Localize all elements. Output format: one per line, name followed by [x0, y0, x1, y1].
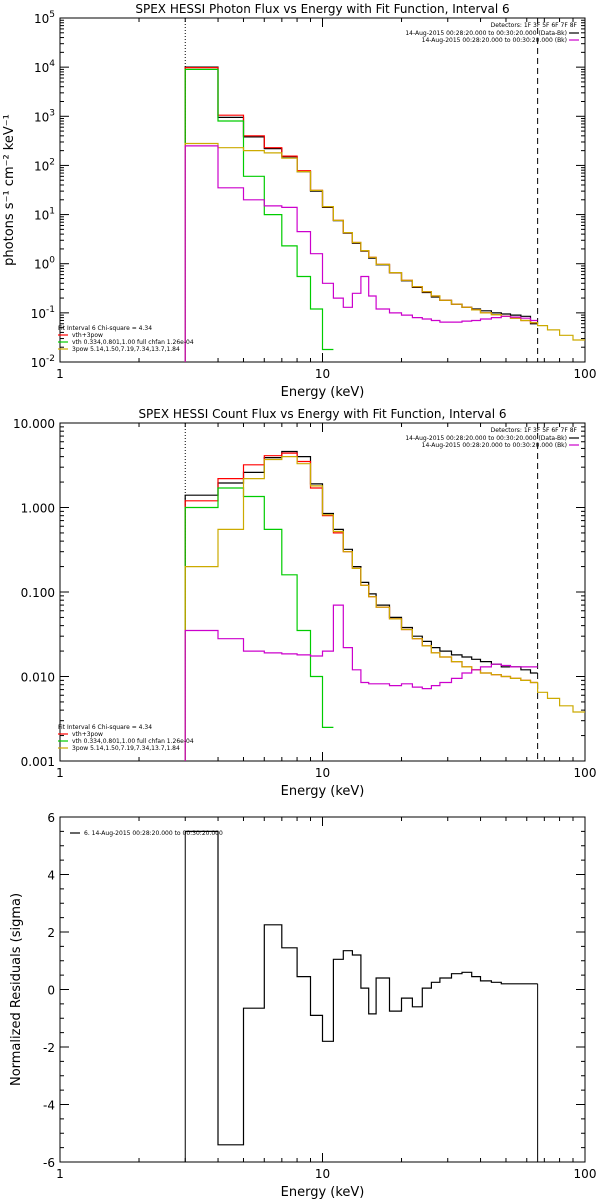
legend-entry: 3pow 5.14,1.50,7.19,7.34,13.7,1.84 — [72, 346, 180, 353]
legend-entry: vth 0.334,0.801,1.00 full chfan 1.26e-04 — [72, 339, 194, 346]
y-tick-exponent: 1 — [49, 207, 55, 217]
y-tick-base: 10 — [31, 356, 46, 370]
y-tick-exponent: -2 — [46, 354, 55, 364]
y-tick-exponent: 0 — [49, 256, 55, 266]
chart-title: SPEX HESSI Photon Flux vs Energy with Fi… — [135, 2, 509, 16]
series-group — [184, 830, 539, 1162]
series-line-vth-3pow — [184, 67, 538, 362]
x-axis-label: Energy (keV) — [281, 784, 365, 799]
y-tick-base: 10 — [34, 61, 49, 75]
series-group — [184, 66, 585, 362]
y-tick-exponent: 4 — [49, 59, 55, 69]
legend-entry: vth+3pow — [72, 731, 103, 738]
legend-entry: 14-Aug-2015 00:28:20.000 to 00:30:20.000… — [422, 37, 567, 44]
plot-frame — [59, 816, 586, 1163]
x-tick-label: 1 — [56, 1167, 64, 1181]
x-tick-label: 1 — [56, 367, 64, 381]
y-tick-label: 0.100 — [21, 586, 55, 600]
series-line-data-bk — [184, 66, 538, 362]
legend-header: Detectors: 1F 3F 5F 6F 7F 8F — [491, 22, 578, 29]
legend-entry: vth+3pow — [72, 332, 103, 339]
y-tick-label: 6 — [47, 811, 55, 825]
series-line-3pow — [184, 142, 585, 362]
y-axis-label: Normalized Residuals (sigma) — [9, 893, 24, 1086]
y-tick-base: 10 — [34, 110, 49, 124]
y-tick-label: -6 — [43, 1156, 55, 1170]
series-line-vth-3pow — [184, 452, 538, 761]
legend-entry: 6. 14-Aug-2015 00:28:20.000 to 00:30:20.… — [84, 830, 223, 837]
y-tick-label: 103 — [34, 108, 55, 124]
legend-entry: 14-Aug-2015 00:28:20.000 to 00:30:20.000… — [405, 435, 567, 442]
y-tick-exponent: 3 — [49, 108, 55, 118]
series-line-bk — [184, 145, 538, 362]
series-line-vth — [184, 68, 334, 362]
legend-entry: 14-Aug-2015 00:28:20.000 to 00:30:20.000… — [405, 30, 567, 37]
y-tick-label: 100 — [34, 256, 55, 272]
x-tick-label: 100 — [574, 367, 597, 381]
x-axis-label: Energy (keV) — [281, 385, 365, 400]
y-tick-label: 1.000 — [21, 502, 55, 516]
y-tick-label: 101 — [34, 207, 55, 223]
y-tick-label: -2 — [43, 1041, 55, 1055]
y-tick-base: 10 — [31, 307, 46, 321]
x-tick-label: 10 — [315, 1167, 330, 1181]
y-tick-label: -4 — [43, 1099, 55, 1113]
x-tick-label: 1 — [56, 766, 64, 780]
chart-title: SPEX HESSI Count Flux vs Energy with Fit… — [138, 407, 506, 421]
series-line-vth — [184, 487, 334, 761]
y-tick-label: 2 — [47, 926, 55, 940]
y-tick-label: 102 — [34, 157, 55, 173]
x-tick-label: 10 — [315, 367, 330, 381]
series-group — [184, 450, 585, 761]
legend-entry: 3pow 5.14,1.50,7.19,7.34,13.7,1.84 — [72, 745, 180, 752]
y-tick-label: 0.010 — [21, 671, 55, 685]
y-tick-base: 10 — [34, 12, 49, 26]
y-tick-exponent: 2 — [49, 157, 55, 167]
y-tick-base: 10 — [34, 159, 49, 173]
series-line-data-bk — [184, 450, 538, 761]
y-tick-label: 10.000 — [13, 417, 55, 431]
y-tick-label: 4 — [47, 869, 55, 883]
y-axis-label: photons s⁻¹ cm⁻² keV⁻¹ — [2, 114, 17, 266]
legend-header: Detectors: 1F 3F 5F 6F 7F 8F — [491, 427, 578, 434]
chart-panel-3: 1 10 100 -6 -4 -2 0 2 4 6 Energy (keV) Normalized R… — [9, 811, 596, 1200]
series-line-3pow — [184, 456, 585, 761]
y-tick-label: 104 — [34, 59, 55, 75]
y-tick-exponent: 5 — [49, 10, 55, 20]
y-tick-exponent: -1 — [46, 305, 55, 315]
series-line-bk — [184, 604, 538, 761]
y-tick-label: 105 — [34, 10, 55, 26]
chart-panel-2: 1 10 100 0.001 0.010 0.100 1.000 10.000 SPEX HES… — [13, 407, 596, 799]
x-tick-label: 100 — [574, 766, 597, 780]
legend-entry: 14-Aug-2015 00:28:20.000 to 00:30:20.000… — [422, 442, 567, 449]
x-axis-label: Energy (keV) — [281, 1185, 365, 1200]
legend-entry: vth 0.334,0.801,1.00 full chfan 1.26e-04 — [72, 738, 194, 745]
x-tick-label: 100 — [574, 1167, 597, 1181]
y-tick-base: 10 — [34, 258, 49, 272]
y-tick-label: 10-2 — [31, 354, 55, 370]
y-tick-base: 10 — [34, 209, 49, 223]
fit-legend-header: Fit Interval 6 Chi-square = 4.34 — [58, 724, 152, 731]
series-line-residuals — [185, 830, 538, 1146]
y-tick-label: 10-1 — [31, 305, 55, 321]
fit-legend-header: Fit Interval 6 Chi-square = 4.34 — [58, 325, 152, 332]
x-tick-label: 10 — [315, 766, 330, 780]
y-tick-label: 0 — [47, 984, 55, 998]
y-tick-label: 0.001 — [21, 755, 55, 769]
